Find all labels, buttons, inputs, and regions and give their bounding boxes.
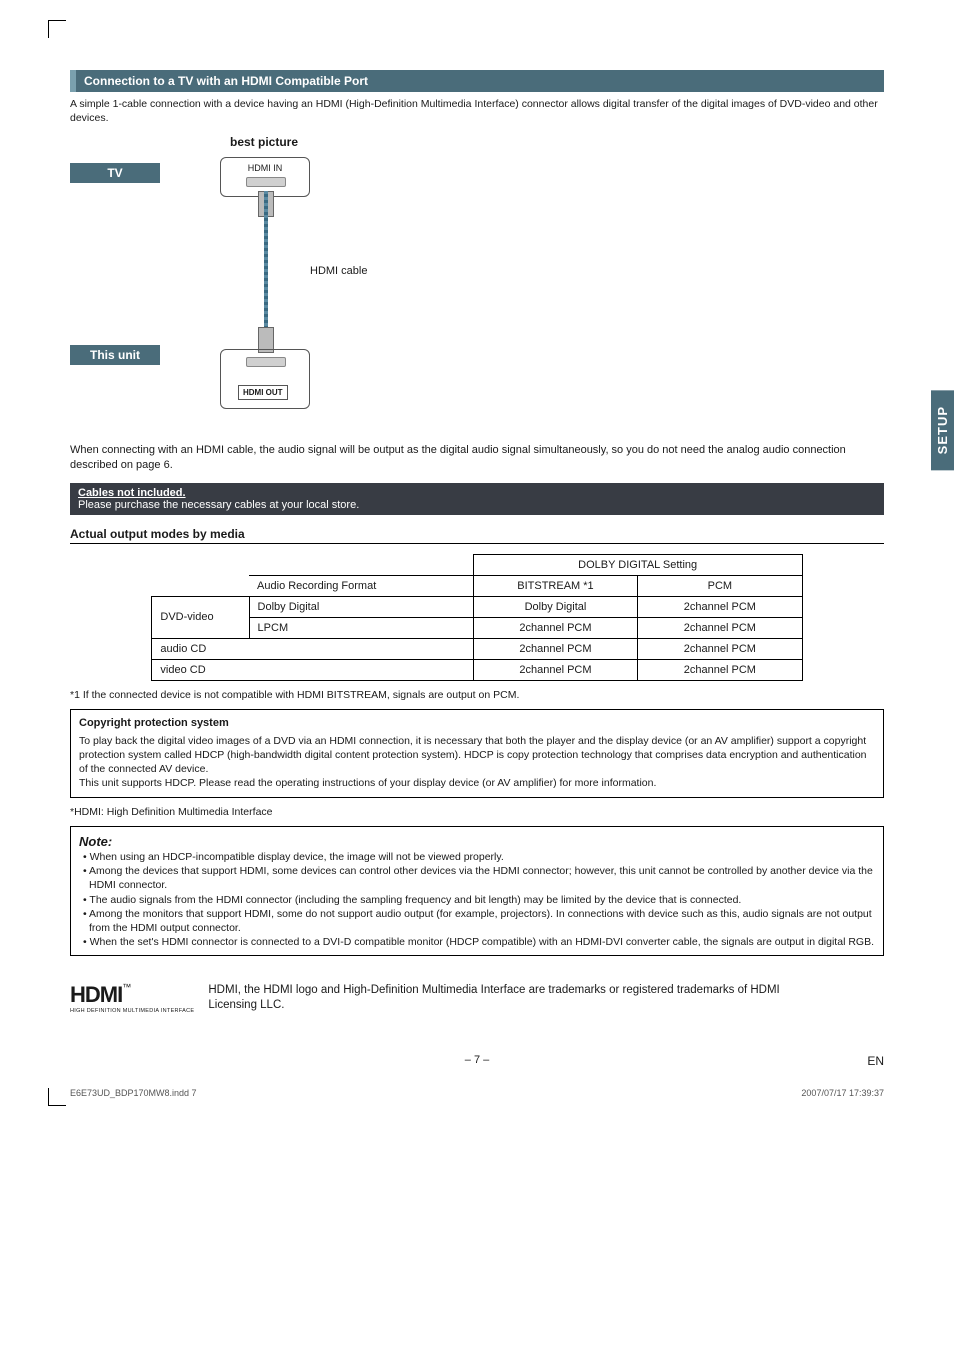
note-list: • When using an HDCP-incompatible displa… [79, 850, 875, 949]
cell: Dolby Digital [249, 596, 473, 617]
row-audiocd: audio CD [152, 638, 473, 659]
output-modes-heading: Actual output modes by media [70, 527, 884, 544]
best-picture-label: best picture [230, 135, 298, 149]
output-modes-table: DOLBY DIGITAL Setting Audio Recording Fo… [151, 554, 802, 681]
section-header: Connection to a TV with an HDMI Compatib… [70, 70, 884, 92]
cell: 2channel PCM [473, 617, 637, 638]
cell: LPCM [249, 617, 473, 638]
hdmi-in-port-icon [246, 177, 286, 187]
note-item: • The audio signals from the HDMI connec… [79, 893, 875, 907]
row-videocd: video CD [152, 659, 473, 680]
side-tab-setup: SETUP [931, 390, 954, 470]
footer: E6E73UD_BDP170MW8.indd 7 2007/07/17 17:3… [70, 1088, 884, 1098]
cell: 2channel PCM [638, 596, 802, 617]
footer-left: E6E73UD_BDP170MW8.indd 7 [70, 1088, 197, 1098]
this-unit-label: This unit [70, 345, 160, 365]
hdmi-in-label: HDMI IN [240, 163, 290, 173]
col-dolby: DOLBY DIGITAL Setting [473, 554, 802, 575]
copyright-p2: This unit supports HDCP. Please read the… [79, 777, 656, 789]
copyright-box: Copyright protection system To play back… [70, 709, 884, 798]
note-box: Note: • When using an HDCP-incompatible … [70, 826, 884, 957]
intro-text: A simple 1-cable connection with a devic… [70, 98, 884, 125]
cell: 2channel PCM [638, 638, 802, 659]
hdmi-definition: *HDMI: High Definition Multimedia Interf… [70, 806, 884, 818]
tv-label: TV [70, 163, 160, 183]
hdmi-trademark-text: HDMI, the HDMI logo and High-Definition … [208, 983, 808, 1014]
copyright-p1: To play back the digital video images of… [79, 735, 867, 775]
col-bitstream: BITSTREAM *1 [473, 575, 637, 596]
col-pcm: PCM [638, 575, 802, 596]
hdmi-tm: ™ [122, 982, 130, 992]
hdmi-logo-icon: HDMI ™ HIGH DEFINITION MULTIMEDIA INTERF… [70, 982, 194, 1014]
note-item: • Among the monitors that support HDMI, … [79, 907, 875, 935]
hdmi-logo-row: HDMI ™ HIGH DEFINITION MULTIMEDIA INTERF… [70, 982, 884, 1014]
page-number: – 7 – [70, 1054, 884, 1066]
cell: 2channel PCM [473, 659, 637, 680]
cables-not-included-bar: Cables not included. Please purchase the… [70, 483, 884, 515]
hdmi-logo-text: HDMI [70, 982, 122, 1008]
cell: Dolby Digital [473, 596, 637, 617]
hdmi-logo-sub: HIGH DEFINITION MULTIMEDIA INTERFACE [70, 1008, 194, 1014]
footnote-star1: *1 If the connected device is not compat… [70, 689, 884, 701]
col-format: Audio Recording Format [249, 575, 473, 596]
cables-text: Please purchase the necessary cables at … [78, 499, 359, 511]
footer-right: 2007/07/17 17:39:37 [801, 1088, 884, 1098]
cell: 2channel PCM [473, 638, 637, 659]
note-title: Note: [79, 834, 112, 849]
copyright-title: Copyright protection system [79, 716, 875, 731]
hdmi-out-port-icon [246, 357, 286, 367]
note-item: • When the set's HDMI connector is conne… [79, 935, 875, 949]
note-item: • When using an HDCP-incompatible displa… [79, 850, 875, 864]
lang-en: EN [867, 1054, 884, 1068]
cell: 2channel PCM [638, 659, 802, 680]
cell: 2channel PCM [638, 617, 802, 638]
note-item: • Among the devices that support HDMI, s… [79, 864, 875, 892]
cables-title: Cables not included. [78, 487, 186, 499]
hdmi-cable-label: HDMI cable [310, 265, 367, 277]
row-dvd: DVD-video [152, 596, 249, 638]
hdmi-paragraph: When connecting with an HDMI cable, the … [70, 443, 884, 473]
hdmi-out-label: HDMI OUT [238, 385, 288, 400]
connection-diagram: best picture TV This unit HDMI IN HDMI c… [70, 135, 884, 435]
